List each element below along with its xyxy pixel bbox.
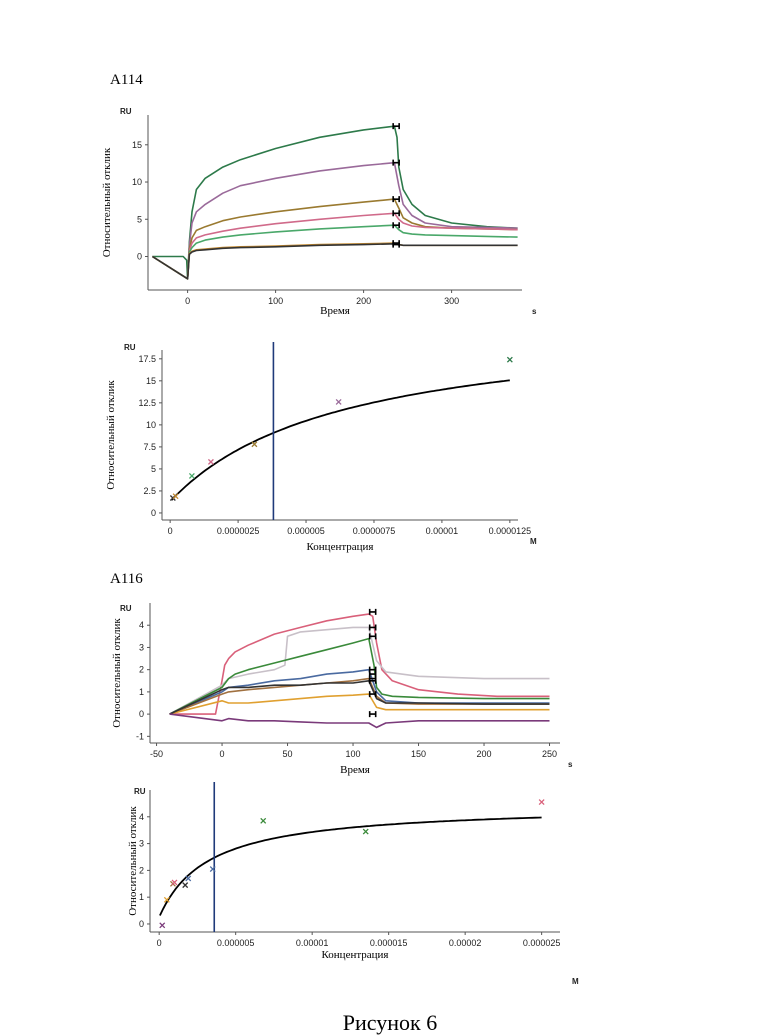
x-tick-label: 50 [283,749,293,759]
x-unit-label: s [568,760,573,769]
x-tick-label: 0.000005 [287,526,325,536]
x-tick-label: 0.000025 [523,938,561,948]
x-tick-label: 0 [168,526,173,536]
data-point [363,829,368,834]
y-unit-label: RU [120,604,132,613]
report-point-marker [370,609,376,615]
x-tick-label: 0.00002 [449,938,482,948]
data-point [208,459,213,464]
y-tick-label: 2 [139,665,144,675]
data-point [539,800,544,805]
x-unit-label: M [572,977,579,986]
x-tick-label: 0.0000125 [489,526,532,536]
y-axis-title: Относительный отклик [127,806,139,916]
y-tick-label: 10 [146,420,156,430]
data-point [172,880,177,885]
y-axis-title: Относительный отклик [105,380,117,490]
panel-label-a114: А114 [110,72,143,89]
y-tick-label: 1 [139,892,144,902]
x-axis-title: Концентрация [307,541,374,553]
y-tick-label: 3 [139,642,144,652]
data-point [252,442,257,447]
a116-fit-chart: 0 1 2 3 4 0 0.000005 0.00001 0.000015 0.00002 0.00… [0,780,780,965]
x-tick-label: 0 [220,749,225,759]
y-tick-label: 4 [139,812,144,822]
y-tick-label: 0 [139,919,144,929]
x-unit-label: s [532,307,537,316]
fit-curve [160,818,542,916]
x-tick-label: 0 [157,938,162,948]
series-line-8 [170,714,550,727]
y-axis-title: Относительный отклик [101,147,113,257]
y-tick-label: 4 [139,620,144,630]
x-tick-label: 0.00001 [296,938,329,948]
y-tick-label: 2.5 [143,486,156,496]
y-tick-label: 5 [151,464,156,474]
y-tick-label: 17.5 [138,354,156,364]
x-tick-label: 150 [411,749,426,759]
y-tick-label: 0 [137,251,142,261]
report-point-marker [393,123,399,129]
y-axis-title: Относительный отклик [111,618,123,728]
y-tick-label: 7.5 [143,442,156,452]
x-tick-label: 0.00001 [426,526,459,536]
y-tick-label: 5 [137,214,142,224]
x-axis-title: Время [340,764,370,776]
y-unit-label: RU [120,107,132,116]
y-tick-label: -1 [136,731,144,741]
series-line-6 [152,243,517,279]
data-point [189,473,194,478]
x-tick-label: 250 [542,749,557,759]
y-unit-label: RU [124,343,136,352]
series-line-5 [152,225,517,279]
data-point [507,357,512,362]
a114-fit-chart: 0 2.5 5 7.5 10 12.5 15 17.5 0 0.0000025 0.000005 0.… [0,338,780,560]
series-line-7 [152,244,517,279]
fit-curve [172,380,510,500]
x-axis-title: Концентрация [322,949,389,961]
data-point [186,876,191,881]
x-axis-title: Время [320,305,350,317]
series-line-3 [152,199,517,279]
y-unit-label: RU [134,787,146,796]
x-tick-label: 0 [185,296,190,306]
y-tick-label: 12.5 [138,398,156,408]
x-unit-label: M [530,537,537,546]
y-tick-label: 10 [132,177,142,187]
x-tick-label: 0.000005 [217,938,255,948]
x-tick-label: 100 [268,296,283,306]
y-tick-label: 2 [139,865,144,875]
data-point [336,399,341,404]
data-point [160,923,165,928]
series-line-2 [152,163,517,279]
report-point-marker [370,711,376,717]
y-tick-label: 0 [139,709,144,719]
a116-sensorgram-chart: -1 0 1 2 3 4 -50 0 50 100 150 200 250 RU s Время Относит… [0,595,780,775]
y-tick-label: 15 [146,376,156,386]
x-tick-label: 0.0000075 [353,526,396,536]
x-tick-label: 200 [356,296,371,306]
y-tick-label: 3 [139,839,144,849]
data-point [183,883,188,888]
y-tick-label: 15 [132,140,142,150]
panel-label-a116: А116 [110,571,143,588]
y-tick-label: 1 [139,687,144,697]
a114-sensorgram-chart: 0 5 10 15 0 100 200 300 RU s Время Относительный от… [0,110,780,325]
figure-caption: Рисунок 6 [0,1010,780,1036]
x-tick-label: 200 [477,749,492,759]
x-tick-label: 0.000015 [370,938,408,948]
data-point [261,818,266,823]
x-tick-label: -50 [150,749,163,759]
x-tick-label: 0.0000025 [217,526,260,536]
y-tick-label: 0 [151,508,156,518]
x-tick-label: 300 [444,296,459,306]
x-tick-label: 100 [346,749,361,759]
